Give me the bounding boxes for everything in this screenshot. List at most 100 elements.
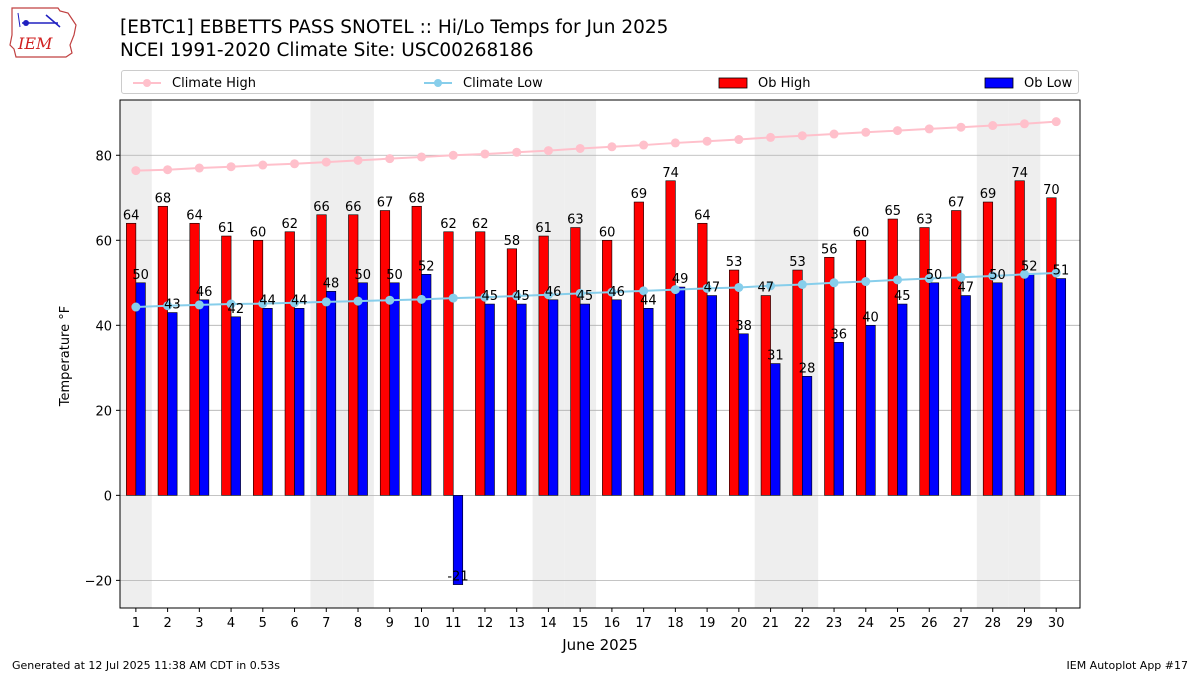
footer-generated: Generated at 12 Jul 2025 11:38 AM CDT in… xyxy=(12,659,280,672)
point-climate-low xyxy=(321,297,331,307)
bar-ob-low xyxy=(770,363,781,496)
y-tick-label: 80 xyxy=(95,149,112,164)
bar-ob-high xyxy=(602,239,613,496)
label-ob-high: 67 xyxy=(377,196,394,211)
bar-ob-high xyxy=(697,222,708,496)
bar-ob-low xyxy=(611,299,622,496)
bar-ob-low xyxy=(167,312,178,496)
label-ob-low: 50 xyxy=(989,268,1006,283)
point-climate-low xyxy=(1051,268,1061,278)
bar-ob-low xyxy=(833,342,844,496)
point-climate-high xyxy=(131,166,141,176)
label-ob-low: 46 xyxy=(196,285,213,300)
legend-ob-high-marker xyxy=(718,77,748,89)
point-climate-low xyxy=(416,294,426,304)
bar-ob-high xyxy=(506,248,517,496)
label-ob-low: 50 xyxy=(926,268,943,283)
chart-title: [EBTC1] EBBETTS PASS SNOTEL :: Hi/Lo Tem… xyxy=(120,17,669,38)
bar-ob-low xyxy=(230,316,241,496)
x-tick-label: 15 xyxy=(572,616,589,631)
bar-ob-high xyxy=(982,201,994,496)
label-ob-high: 62 xyxy=(472,217,489,232)
label-ob-low: 50 xyxy=(132,268,149,283)
bar-ob-low xyxy=(992,282,1003,496)
label-ob-high: 69 xyxy=(631,187,648,202)
label-ob-high: 64 xyxy=(694,208,711,223)
bar-ob-high xyxy=(665,180,676,496)
label-ob-low: 51 xyxy=(1053,264,1070,279)
point-climate-high xyxy=(893,126,903,136)
plot-frame xyxy=(119,99,1081,609)
label-ob-high: 64 xyxy=(186,208,203,223)
bar-ob-low xyxy=(516,303,527,496)
y-tick-label: 0 xyxy=(104,489,112,504)
bar-ob-low xyxy=(548,299,559,496)
x-tick-label: 16 xyxy=(604,616,621,631)
x-tick-label: 5 xyxy=(259,616,267,631)
bar-ob-high xyxy=(887,218,898,496)
point-climate-high xyxy=(1051,117,1061,127)
bar-ob-low xyxy=(325,290,337,496)
label-ob-high: 69 xyxy=(980,187,997,202)
point-climate-high xyxy=(797,131,807,141)
point-climate-low xyxy=(988,271,998,281)
x-tick-label: 22 xyxy=(794,616,811,631)
bar-ob-high xyxy=(475,231,486,496)
label-ob-low: 28 xyxy=(799,361,816,376)
label-ob-high: 66 xyxy=(313,200,330,215)
x-tick-label: 10 xyxy=(413,616,430,631)
label-ob-high: 62 xyxy=(440,217,457,232)
point-climate-low xyxy=(543,290,553,300)
legend-climate-low-label: Climate Low xyxy=(463,75,543,91)
bar-ob-high xyxy=(443,231,454,496)
bar-ob-low xyxy=(294,308,305,496)
point-climate-low xyxy=(226,299,236,309)
point-climate-high xyxy=(956,122,966,132)
label-ob-low: 50 xyxy=(386,268,403,283)
legend-ob-low-marker xyxy=(984,77,1014,89)
x-tick-label: 12 xyxy=(477,616,494,631)
label-ob-low: 44 xyxy=(259,293,276,308)
point-climate-high xyxy=(1019,119,1029,129)
label-ob-high: 63 xyxy=(567,213,584,228)
point-climate-high xyxy=(194,163,204,173)
y-tick-label: 20 xyxy=(95,404,112,419)
label-ob-high: 68 xyxy=(408,191,425,206)
point-climate-high xyxy=(607,142,617,152)
label-ob-low: 50 xyxy=(355,268,372,283)
label-ob-low: 44 xyxy=(640,293,657,308)
label-ob-high: 70 xyxy=(1043,183,1060,198)
x-tick-label: 20 xyxy=(731,616,748,631)
legend-ob-low-label: Ob Low xyxy=(1024,75,1073,91)
point-climate-high xyxy=(480,149,490,159)
bar-ob-low xyxy=(738,333,749,496)
point-climate-low xyxy=(734,282,744,292)
point-climate-low xyxy=(766,281,776,291)
label-ob-high: 66 xyxy=(345,200,362,215)
point-climate-high xyxy=(448,150,458,160)
label-ob-low: 46 xyxy=(608,285,625,300)
legend-climate-high-label: Climate High xyxy=(172,75,257,91)
label-ob-high: 58 xyxy=(504,234,521,249)
label-ob-high: 74 xyxy=(662,166,679,181)
bar-ob-low xyxy=(1024,273,1035,496)
label-ob-high: 64 xyxy=(123,208,140,223)
x-tick-label: 23 xyxy=(826,616,843,631)
label-ob-high: 63 xyxy=(916,213,933,228)
bar-ob-high xyxy=(824,256,835,496)
point-climate-high xyxy=(226,162,236,172)
label-ob-high: 61 xyxy=(218,221,235,236)
chart-subtitle: NCEI 1991-2020 Climate Site: USC00268186 xyxy=(120,40,534,61)
point-climate-high xyxy=(766,132,776,142)
label-ob-low: 36 xyxy=(831,327,848,342)
label-ob-high: 60 xyxy=(853,225,870,240)
label-ob-low: 45 xyxy=(894,289,911,304)
bar-ob-high xyxy=(316,214,327,496)
x-tick-label: 29 xyxy=(1016,616,1033,631)
label-ob-low: 44 xyxy=(291,293,308,308)
bar-ob-high xyxy=(1014,180,1025,496)
label-ob-high: 56 xyxy=(821,242,838,257)
point-climate-low xyxy=(639,286,649,296)
bar-ob-low xyxy=(452,495,464,585)
iem-logo[interactable]: IEM xyxy=(8,5,80,59)
